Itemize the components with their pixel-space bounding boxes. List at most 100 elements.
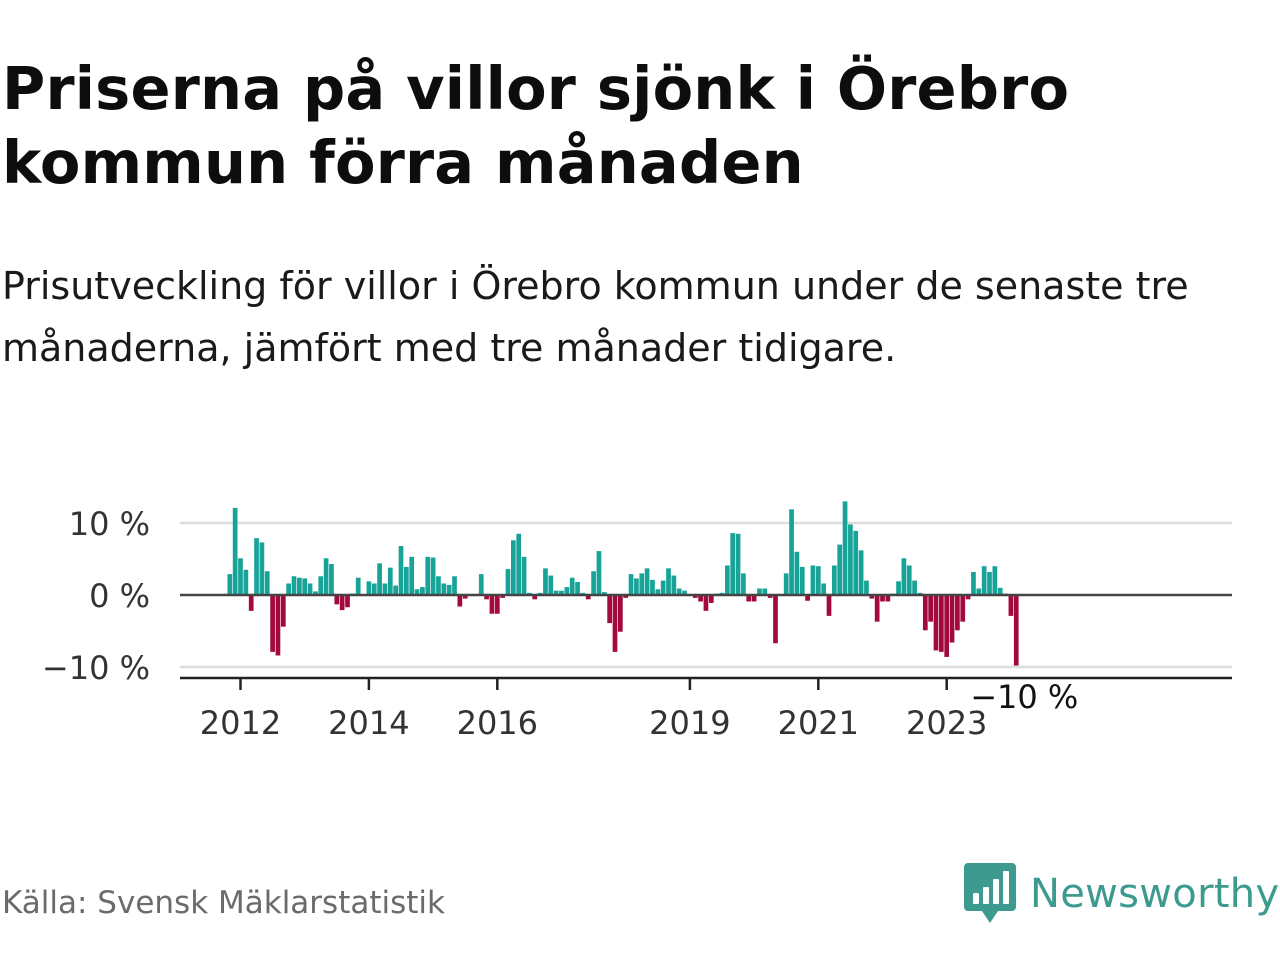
bar (906, 565, 912, 595)
bar (666, 568, 671, 595)
bar (601, 592, 607, 595)
bar (313, 591, 318, 595)
bar (987, 571, 992, 595)
bar (955, 595, 960, 631)
bar (297, 577, 302, 595)
bar (243, 569, 249, 595)
bar (971, 571, 976, 595)
bar (692, 595, 698, 598)
bar (227, 574, 233, 595)
bar (660, 580, 666, 595)
bar (981, 566, 987, 595)
bar (730, 533, 736, 595)
bar (623, 595, 629, 598)
bar (355, 577, 361, 595)
bar (922, 595, 928, 631)
x-tick-label: 2021 (778, 704, 859, 740)
bar (559, 590, 564, 595)
bar (751, 595, 757, 602)
bar (880, 595, 885, 602)
bar (307, 583, 313, 595)
bar (773, 595, 778, 644)
bar (318, 576, 324, 595)
bar (858, 550, 864, 595)
bar (644, 568, 650, 595)
bar (757, 588, 762, 595)
bar (393, 585, 398, 595)
grid-lines (180, 521, 1232, 669)
bar (585, 595, 591, 600)
bar (334, 595, 340, 605)
x-tick-label: 2016 (457, 704, 538, 740)
bar (489, 595, 495, 614)
bar (398, 546, 404, 595)
price-change-bar-chart: 10 % 0 % −10 % 2012 2014 2016 2019 2021 2023 −1… (42, 501, 1232, 740)
bar (452, 576, 457, 595)
x-tick-label: 2012 (200, 704, 281, 740)
bar (275, 595, 281, 656)
bar (741, 573, 746, 595)
bar (339, 595, 345, 611)
bar (387, 567, 393, 595)
bar (329, 564, 334, 595)
bar (259, 542, 265, 595)
x-tick-label: 2019 (649, 704, 730, 740)
bar (676, 588, 682, 595)
bar (628, 574, 634, 595)
bar (270, 595, 275, 652)
bar (1013, 595, 1019, 666)
bar (238, 558, 243, 595)
bar (874, 595, 880, 622)
bar (885, 595, 891, 602)
bar (725, 565, 730, 595)
bar (618, 595, 623, 632)
bar (708, 595, 714, 603)
bar (553, 590, 559, 595)
bar (377, 563, 382, 595)
bar (591, 571, 596, 595)
bar (548, 575, 554, 595)
bar (762, 588, 768, 595)
bar (805, 595, 810, 601)
bar (345, 595, 350, 608)
y-tick-label: 10 % (69, 505, 150, 543)
bar (569, 577, 575, 595)
axes (180, 593, 1232, 690)
bar (291, 576, 297, 595)
bar (698, 595, 703, 602)
bar (484, 595, 489, 600)
page-title: Priserna på villor sjönk i Örebro kommun… (2, 54, 1070, 197)
bar (302, 578, 308, 595)
bar (516, 533, 522, 595)
bar (799, 566, 805, 595)
bar (505, 569, 511, 595)
bar (382, 583, 388, 595)
bar (286, 583, 291, 595)
bar (543, 568, 548, 595)
bar (612, 595, 618, 652)
bar (478, 574, 484, 595)
bar (703, 595, 709, 611)
bar (864, 580, 869, 595)
bar (682, 590, 687, 595)
bar (810, 565, 816, 595)
bar (853, 530, 859, 595)
bar (928, 595, 933, 622)
bars (227, 501, 1019, 666)
bar (521, 556, 527, 595)
bar (821, 583, 826, 595)
bar (832, 565, 837, 595)
bar (949, 595, 955, 643)
y-tick-label: 0 % (89, 577, 150, 615)
bar (933, 595, 939, 651)
bar (735, 533, 741, 595)
bar (639, 573, 645, 595)
bar (420, 587, 425, 595)
bar-chart-speech-bubble-icon (964, 863, 1016, 923)
bar (794, 551, 800, 595)
bar (457, 595, 463, 607)
bar (254, 538, 259, 595)
bar (997, 587, 1003, 595)
bar (976, 588, 982, 595)
bar (842, 501, 848, 595)
